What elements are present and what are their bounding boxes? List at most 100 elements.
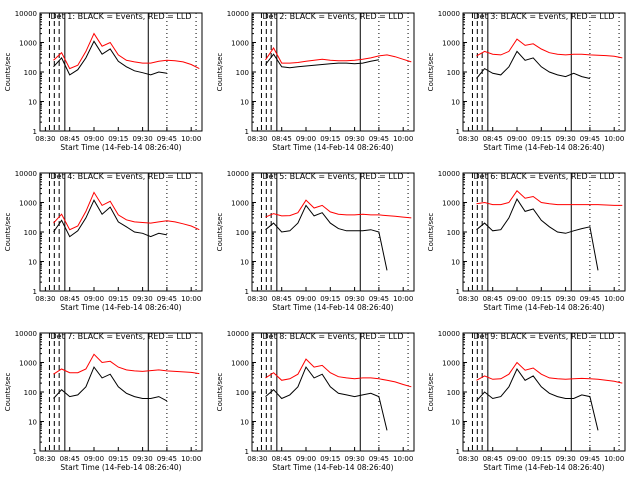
y-tick-label: 1: [456, 128, 460, 136]
x-tick-label: 08:45: [272, 295, 292, 303]
x-axis-label: Start Time (14-Feb-14 08:26:40): [60, 303, 181, 312]
x-tick-label: 08:30: [35, 295, 55, 303]
x-tick-label: 09:45: [369, 455, 389, 463]
x-axis-label: Start Time (14-Feb-14 08:26:40): [483, 143, 604, 152]
x-tick-label: 08:45: [483, 295, 503, 303]
plot-frame: [39, 172, 203, 292]
y-tick-label: 100: [236, 229, 249, 237]
y-axis-label: Counts/sec: [427, 53, 435, 92]
events-series-line: [476, 50, 591, 79]
plot-frame: [251, 12, 415, 132]
x-tick-label: 09:00: [84, 295, 104, 303]
y-tick-label: 1: [456, 448, 460, 456]
events-series-line: [53, 40, 167, 76]
y-tick-label: 10000: [438, 10, 460, 18]
y-tick-label: 1: [245, 128, 249, 136]
x-tick-label: 10:00: [181, 455, 201, 463]
y-tick-label: 10000: [227, 10, 249, 18]
x-tick-label: 09:30: [345, 135, 365, 143]
y-tick-label: 100: [447, 69, 460, 77]
detector-plot-9: 08:30 08:45 09:00 09:15 09:30 09:45 10:00 1 10 10…: [427, 330, 626, 472]
x-axis-label: Start Time (14-Feb-14 08:26:40): [272, 143, 393, 152]
lld-series-line: [53, 191, 200, 231]
y-tick-label: 100: [24, 229, 37, 237]
y-tick-label: 100: [447, 229, 460, 237]
plot-frame: [462, 172, 626, 292]
x-tick-label: 09:45: [580, 135, 600, 143]
y-tick-label: 10000: [227, 170, 249, 178]
y-axis-label: Counts/sec: [427, 373, 435, 412]
y-axis-label: Counts/sec: [4, 53, 12, 92]
y-tick-label: 1: [33, 448, 37, 456]
x-tick-label: 08:45: [483, 135, 503, 143]
y-tick-label: 10000: [15, 170, 37, 178]
x-tick-label: 08:45: [272, 135, 292, 143]
y-tick-label: 1000: [442, 360, 460, 368]
x-tick-label: 09:15: [320, 295, 340, 303]
plot-frame: [39, 12, 203, 132]
x-tick-label: 09:30: [133, 295, 153, 303]
y-tick-label: 10: [28, 259, 37, 267]
x-tick-label: 09:45: [369, 295, 389, 303]
y-tick-label: 1: [33, 128, 37, 136]
x-tick-label: 08:45: [60, 295, 80, 303]
x-tick-label: 09:15: [320, 135, 340, 143]
y-tick-label: 100: [24, 69, 37, 77]
y-tick-label: 100: [24, 389, 37, 397]
plot-frame: [462, 12, 626, 132]
y-tick-label: 10: [240, 259, 249, 267]
y-tick-label: 1000: [19, 360, 37, 368]
lld-series-line: [265, 47, 412, 64]
x-tick-label: 09:30: [556, 455, 576, 463]
x-tick-label: 09:00: [507, 295, 527, 303]
y-axis-label: Counts/sec: [4, 373, 12, 412]
x-tick-label: 09:00: [296, 135, 316, 143]
lld-series-line: [53, 353, 200, 375]
y-tick-label: 1000: [231, 360, 249, 368]
x-tick-label: 09:00: [84, 455, 104, 463]
y-tick-label: 1000: [19, 200, 37, 208]
x-tick-label: 09:45: [157, 135, 177, 143]
y-tick-label: 1: [456, 288, 460, 296]
x-axis-label: Start Time (14-Feb-14 08:26:40): [272, 463, 393, 472]
y-tick-label: 100: [236, 69, 249, 77]
detector-plot-1: 08:30 08:45 09:00 09:15 09:30 09:45 10:00 1 10 10…: [4, 10, 203, 152]
plot-title: Det 9: BLACK = Events, RED = LLD: [474, 332, 615, 341]
x-tick-label: 09:45: [580, 455, 600, 463]
detector-plot-4: 08:30 08:45 09:00 09:15 09:30 09:45 10:00 1 10 10…: [4, 170, 203, 312]
y-tick-label: 10: [28, 99, 37, 107]
x-tick-label: 09:30: [556, 135, 576, 143]
x-tick-label: 09:15: [320, 455, 340, 463]
y-tick-label: 10: [28, 419, 37, 427]
x-axis-label: Start Time (14-Feb-14 08:26:40): [483, 303, 604, 312]
y-axis-label: Counts/sec: [216, 53, 224, 92]
y-tick-label: 100: [236, 389, 249, 397]
x-tick-label: 08:30: [35, 135, 55, 143]
x-tick-label: 08:30: [247, 295, 267, 303]
detector-plot-7: 08:30 08:45 09:00 09:15 09:30 09:45 10:00 1 10 10…: [4, 330, 203, 472]
x-tick-label: 09:30: [556, 295, 576, 303]
x-tick-label: 09:15: [108, 455, 128, 463]
plot-frame: [462, 332, 626, 452]
lld-series-line: [476, 361, 623, 384]
x-tick-label: 09:15: [108, 135, 128, 143]
y-tick-label: 1: [33, 288, 37, 296]
x-tick-label: 09:30: [133, 135, 153, 143]
detector-plot-5: 08:30 08:45 09:00 09:15 09:30 09:45 10:00 1 10 10…: [216, 170, 415, 312]
x-tick-label: 09:15: [531, 135, 551, 143]
x-tick-label: 09:30: [345, 455, 365, 463]
x-axis-label: Start Time (14-Feb-14 08:26:40): [60, 463, 181, 472]
x-tick-label: 09:45: [157, 295, 177, 303]
y-tick-label: 10000: [438, 170, 460, 178]
x-tick-label: 10:00: [393, 295, 413, 303]
y-tick-label: 10: [240, 419, 249, 427]
lld-series-line: [476, 190, 623, 206]
x-tick-label: 09:00: [507, 455, 527, 463]
x-tick-label: 09:30: [345, 295, 365, 303]
detector-plot-6: 08:30 08:45 09:00 09:15 09:30 09:45 10:00 1 10 10…: [427, 170, 626, 312]
lld-series-line: [265, 199, 412, 219]
x-tick-label: 08:45: [60, 135, 80, 143]
x-tick-label: 08:30: [35, 455, 55, 463]
events-series-line: [53, 199, 167, 238]
